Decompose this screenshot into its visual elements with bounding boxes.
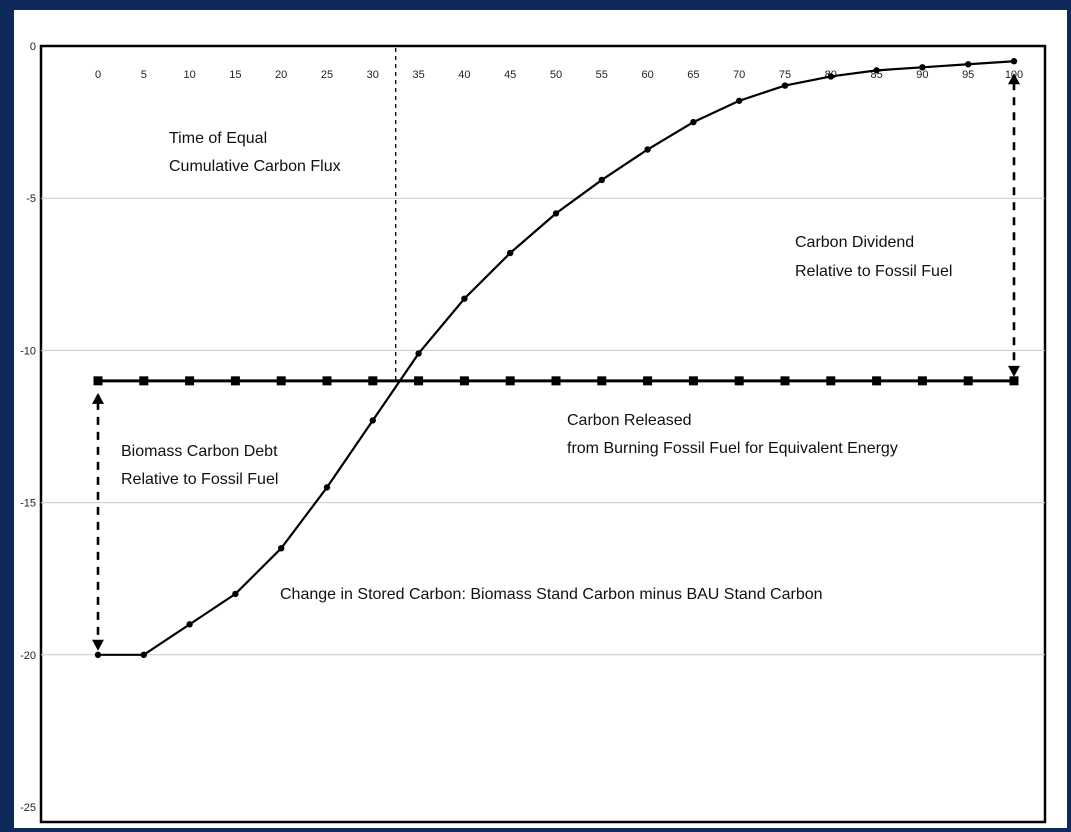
x-tick-label: 95 — [962, 69, 974, 81]
series-1-point — [827, 73, 834, 80]
series-1-point — [873, 67, 880, 74]
y-tick-label: -15 — [20, 498, 36, 510]
chart-svg: 0 -5 -10 -15 -20 -25 0 5 10 15 20 25 30 35 40 45 50 55 60… — [20, 41, 1047, 824]
x-tick-label: 5 — [141, 69, 147, 81]
x-tick-label: 65 — [687, 69, 699, 81]
series-1-point — [644, 146, 651, 153]
series-1-point — [461, 295, 468, 302]
x-tick-label: 90 — [916, 69, 928, 81]
annotation-arrows — [92, 73, 1020, 651]
annotation-equal-flux-line1: Time of Equal — [169, 130, 267, 147]
y-tick-label: 0 — [30, 41, 36, 53]
series-1-point — [323, 484, 331, 491]
y-tick-label: -10 — [20, 345, 36, 357]
series-1-point — [736, 97, 743, 104]
series-1-point — [1010, 58, 1018, 65]
series-2-point — [597, 376, 607, 386]
series-2-point — [139, 376, 149, 386]
series-2-point — [643, 376, 653, 386]
series-2-point — [276, 376, 286, 386]
y-axis-ticks: 0 -5 -10 -15 -20 -25 — [20, 41, 36, 814]
debt-arrow-head-up — [92, 392, 104, 404]
series-2-point — [551, 376, 561, 386]
annotation-fossil-line1: Carbon Released — [567, 412, 692, 429]
x-tick-label: 30 — [367, 69, 379, 81]
series-2-point — [688, 376, 698, 386]
annotation-debt-line1: Biomass Carbon Debt — [121, 443, 278, 460]
x-tick-label: 70 — [733, 69, 745, 81]
chart-frame: 0 -5 -10 -15 -20 -25 0 5 10 15 20 25 30 35 40 45 50 55 60… — [14, 10, 1067, 828]
series-1-point — [140, 651, 147, 658]
y-tick-label: -5 — [26, 193, 36, 205]
series-2-point — [780, 376, 790, 386]
series-2-point — [368, 376, 378, 386]
series-1-point — [278, 545, 285, 552]
series-2-point — [185, 376, 195, 386]
series-1-point — [94, 651, 102, 658]
annotation-fossil: Carbon Released from Burning Fossil Fuel… — [567, 412, 898, 457]
series-2-point — [734, 376, 744, 386]
x-tick-label: 45 — [504, 69, 516, 81]
annotation-dividend-line1: Carbon Dividend — [795, 234, 914, 251]
x-tick-label: 25 — [321, 69, 333, 81]
annotation-debt: Biomass Carbon Debt Relative to Fossil F… — [121, 443, 278, 488]
series-2-point — [93, 376, 103, 386]
series-2-point — [872, 376, 882, 386]
x-tick-label: 60 — [641, 69, 653, 81]
series-2-point — [917, 376, 927, 386]
x-tick-label: 50 — [550, 69, 562, 81]
series-1-point — [690, 118, 697, 126]
annotation-debt-line2: Relative to Fossil Fuel — [121, 471, 278, 488]
series-2-point — [459, 376, 469, 386]
x-tick-label: 0 — [95, 69, 101, 81]
series-1-point — [919, 64, 926, 71]
x-tick-label: 85 — [870, 69, 882, 81]
series-2-point — [414, 376, 424, 386]
series-2-point — [230, 376, 240, 386]
y-tick-label: -20 — [20, 650, 36, 662]
x-tick-label: 35 — [412, 69, 424, 81]
dividend-arrow-head-down — [1008, 365, 1020, 377]
x-tick-label: 40 — [458, 69, 470, 81]
x-axis-ticks: 0510152025303540455055606570758085909510… — [95, 69, 1023, 81]
series-1-point — [552, 210, 560, 217]
series-1-point — [369, 417, 376, 424]
series-1-point — [232, 590, 239, 598]
y-tick-label: -25 — [20, 802, 36, 814]
gridlines — [41, 197, 1045, 656]
series-2-point — [505, 376, 515, 386]
annotation-stored-carbon: Change in Stored Carbon: Biomass Stand C… — [280, 586, 823, 603]
debt-arrow-head-down — [92, 639, 104, 651]
x-tick-label: 55 — [596, 69, 608, 81]
x-tick-label: 10 — [183, 69, 195, 81]
series-2-point — [1009, 376, 1019, 386]
annotation-dividend: Carbon Dividend Relative to Fossil Fuel — [795, 234, 952, 280]
series-1-point — [507, 249, 514, 257]
x-tick-label: 75 — [779, 69, 791, 81]
series-1-point — [415, 350, 422, 357]
dividend-arrow-head-up — [1008, 73, 1020, 85]
series-1-point — [186, 621, 193, 628]
series-1-point — [965, 61, 972, 68]
annotation-equal-flux: Time of Equal Cumulative Carbon Flux — [169, 130, 341, 175]
annotation-equal-flux-line2: Cumulative Carbon Flux — [169, 158, 341, 175]
annotation-dividend-line2: Relative to Fossil Fuel — [795, 263, 952, 280]
series-1-point — [781, 82, 789, 89]
x-tick-label: 20 — [275, 69, 287, 81]
series-1-point — [598, 176, 605, 184]
plot-area-border — [39, 44, 1047, 824]
series-2-point — [322, 376, 332, 386]
series-2-point — [826, 376, 836, 386]
series-group — [93, 58, 1019, 658]
series-2-point — [963, 376, 973, 386]
x-tick-label: 15 — [229, 69, 241, 81]
annotation-fossil-line2: from Burning Fossil Fuel for Equivalent … — [567, 440, 898, 457]
